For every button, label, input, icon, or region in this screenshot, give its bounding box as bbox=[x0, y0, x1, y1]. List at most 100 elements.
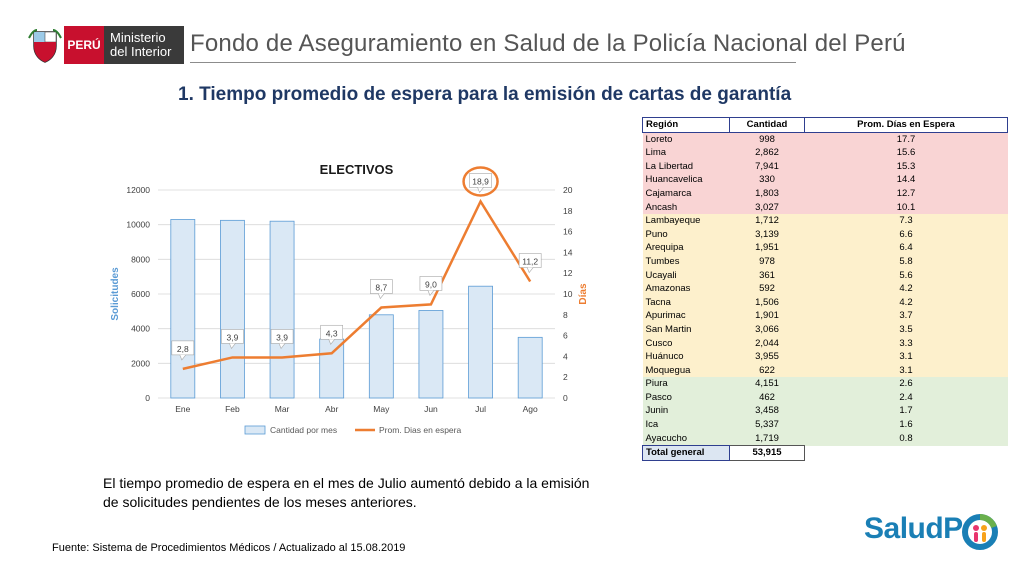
cell-prom-dias: 2.6 bbox=[804, 377, 1008, 391]
x-tick-label: Feb bbox=[225, 404, 240, 414]
cell-prom-dias: 17.7 bbox=[804, 132, 1008, 147]
data-label: 9,0 bbox=[425, 279, 437, 289]
cell-prom-dias: 3.5 bbox=[804, 322, 1008, 337]
table-row: Ucayali 361 5.6 bbox=[642, 268, 1008, 283]
cell-prom-dias: 4.2 bbox=[804, 282, 1008, 296]
bar-may bbox=[368, 314, 394, 399]
chart-note: El tiempo promedio de espera en el mes d… bbox=[103, 475, 590, 510]
highlight-circle bbox=[462, 166, 499, 197]
data-label: 4,3 bbox=[326, 328, 338, 338]
header-cantidad: Cantidad bbox=[729, 117, 805, 133]
cell-prom-dias: 3.1 bbox=[804, 350, 1008, 364]
data-label: 2,8 bbox=[177, 344, 189, 354]
cell-prom-dias: 6.4 bbox=[804, 241, 1008, 255]
y2-tick-label: 6 bbox=[563, 331, 568, 341]
legend-label-bars: Cantidad por mes bbox=[270, 425, 337, 435]
y-tick-label: 0 bbox=[145, 393, 150, 403]
table-row: Loreto 998 17.7 bbox=[642, 132, 1008, 147]
region-table: Región Cantidad Prom. Días en Espera Lor… bbox=[642, 117, 1008, 461]
cell-cantidad: 622 bbox=[729, 363, 805, 378]
data-label-pointer bbox=[526, 267, 534, 274]
cell-region: Cajamarca bbox=[642, 186, 730, 201]
y-axis-title: Solicitudes bbox=[110, 267, 121, 321]
table-row: Lima 2,862 15.6 bbox=[642, 146, 1008, 160]
table-row: Cajamarca 1,803 12.7 bbox=[642, 186, 1008, 201]
x-tick-label: Ene bbox=[175, 404, 190, 414]
ministry-line1: Ministerio bbox=[110, 30, 166, 45]
x-tick-label: Jun bbox=[424, 404, 438, 414]
legend-swatch-bars bbox=[244, 425, 266, 435]
cell-region: Ancash bbox=[642, 200, 730, 215]
bar-ago bbox=[517, 336, 543, 399]
table-row: Arequipa 1,951 6.4 bbox=[642, 241, 1008, 255]
data-label: 3,9 bbox=[276, 332, 288, 342]
y-tick-label: 4000 bbox=[131, 324, 150, 334]
cell-prom-dias: 2.4 bbox=[804, 390, 1008, 405]
line-prom-dias bbox=[182, 198, 532, 371]
cell-cantidad: 1,712 bbox=[729, 214, 805, 228]
cell-cantidad: 5,337 bbox=[729, 418, 805, 432]
total-label: Total general bbox=[642, 445, 730, 461]
y2-tick-label: 20 bbox=[563, 185, 573, 195]
ministry-badge: Ministerio del Interior bbox=[104, 26, 184, 64]
cell-region: Tumbes bbox=[642, 254, 730, 269]
table-row: San Martin 3,066 3.5 bbox=[642, 322, 1008, 337]
cell-region: Cusco bbox=[642, 336, 730, 351]
table-row: Ica 5,337 1.6 bbox=[642, 418, 1008, 432]
cell-cantidad: 592 bbox=[729, 282, 805, 296]
cell-prom-dias: 3.1 bbox=[804, 363, 1008, 378]
y2-axis-title: Días bbox=[578, 283, 589, 305]
cell-prom-dias: 12.7 bbox=[804, 186, 1008, 201]
data-label-pointer bbox=[477, 187, 484, 194]
cell-cantidad: 978 bbox=[729, 254, 805, 269]
legend-label-line: Prom. Dias en espera bbox=[379, 425, 461, 435]
data-label-pointer bbox=[378, 293, 385, 300]
bar-jul bbox=[468, 285, 493, 399]
table-row: Lambayeque 1,712 7.3 bbox=[642, 214, 1008, 228]
cell-cantidad: 330 bbox=[729, 173, 805, 187]
y-tick-label: 8000 bbox=[131, 254, 150, 264]
cell-cantidad: 2,044 bbox=[729, 336, 805, 351]
cell-prom-dias: 3.7 bbox=[804, 309, 1008, 323]
total-value: 53,915 bbox=[729, 445, 805, 461]
data-label-pointer bbox=[427, 290, 435, 296]
table-row: Amazonas 592 4.2 bbox=[642, 282, 1008, 296]
bar-abr bbox=[319, 338, 345, 399]
cell-region: San Martin bbox=[642, 322, 730, 337]
y2-tick-label: 16 bbox=[563, 227, 573, 237]
cell-region: Huancavelica bbox=[642, 173, 730, 187]
cell-cantidad: 1,803 bbox=[729, 186, 805, 201]
data-label: 8,7 bbox=[375, 283, 387, 293]
cell-region: Lambayeque bbox=[642, 214, 730, 228]
cell-region: La Libertad bbox=[642, 159, 730, 174]
cell-prom-dias: 15.6 bbox=[804, 146, 1008, 160]
table-row: Pasco 462 2.4 bbox=[642, 390, 1008, 405]
header-title: Fondo de Aseguramiento en Salud de la Po… bbox=[190, 30, 906, 57]
table-row: Puno 3,139 6.6 bbox=[642, 227, 1008, 242]
cell-prom-dias: 5.8 bbox=[804, 254, 1008, 269]
table-header-row: Región Cantidad Prom. Días en Espera bbox=[642, 117, 1008, 133]
header-region: Región bbox=[642, 117, 730, 133]
peru-badge: PERÚ bbox=[64, 26, 104, 64]
y2-tick-label: 10 bbox=[563, 289, 573, 299]
y-tick-label: 2000 bbox=[131, 358, 150, 368]
cell-region: Amazonas bbox=[642, 282, 730, 296]
cell-region: Puno bbox=[642, 227, 730, 242]
cell-prom-dias: 3.3 bbox=[804, 336, 1008, 351]
table-row: Huánuco 3,955 3.1 bbox=[642, 350, 1008, 364]
x-tick-label: Jul bbox=[475, 404, 486, 414]
cell-prom-dias: 15.3 bbox=[804, 159, 1008, 174]
cell-cantidad: 1,506 bbox=[729, 295, 805, 310]
x-tick-label: Abr bbox=[325, 404, 338, 414]
cell-cantidad: 2,862 bbox=[729, 146, 805, 160]
y2-tick-label: 8 bbox=[563, 310, 568, 320]
ministry-line2: del Interior bbox=[110, 44, 172, 59]
cell-prom-dias: 6.6 bbox=[804, 227, 1008, 242]
table-body: Loreto 998 17.7 Lima 2,862 15.6 La Libertad 7,9… bbox=[642, 132, 1008, 461]
cell-prom-dias: 7.3 bbox=[804, 214, 1008, 228]
cell-cantidad: 462 bbox=[729, 390, 805, 405]
electivos-chart: ELECTIVOS 0 2000 4000 6000 8000 10000 12000 0 2 4 6… bbox=[110, 162, 589, 435]
data-label-pointer bbox=[229, 343, 236, 350]
data-label: 3,9 bbox=[227, 332, 239, 342]
y2-tick-label: 2 bbox=[563, 372, 568, 382]
